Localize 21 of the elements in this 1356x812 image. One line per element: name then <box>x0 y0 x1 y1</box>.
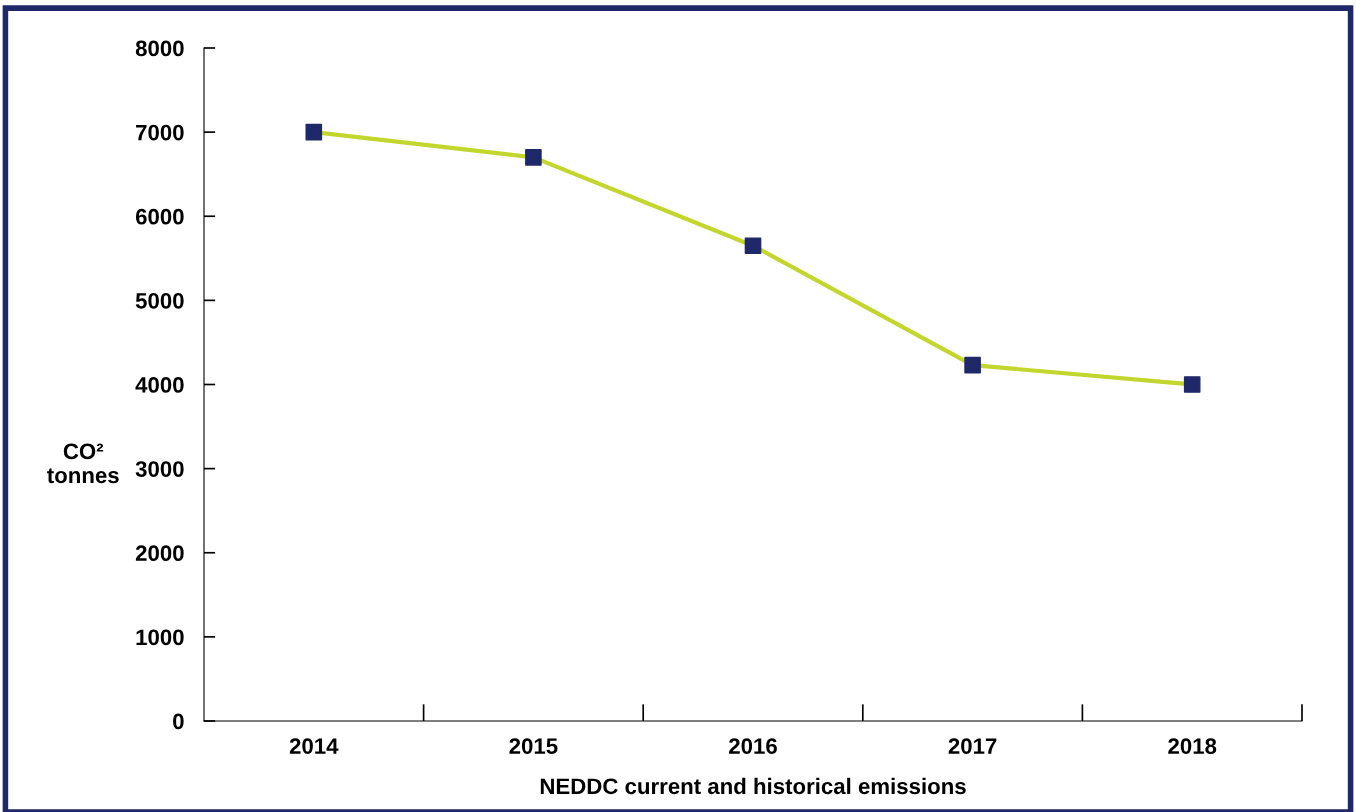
point <box>1183 376 1201 393</box>
x-tick-label: 2016 <box>729 738 777 754</box>
y-tick-label: 0 <box>173 713 184 730</box>
x-axis-title: NEDDC current and historical emissions <box>540 777 966 795</box>
y-tick-label: 2000 <box>135 545 184 562</box>
y-tick-label: 4000 <box>135 377 184 393</box>
y-tick-label: 8000 <box>135 40 184 57</box>
x-tick-label: 2014 <box>289 738 339 754</box>
y-tick-label: 3000 <box>135 461 184 477</box>
x-tick-label: 2018 <box>1168 738 1217 754</box>
y-axis-title: CO² tonnes <box>47 443 119 484</box>
point <box>305 123 323 141</box>
point <box>525 149 542 166</box>
x-tick-label: 2017 <box>948 738 997 754</box>
y-tick-label: 1000 <box>136 629 184 646</box>
point <box>964 356 981 374</box>
y-tick-label: 7000 <box>136 124 184 141</box>
x-tick-label: 2015 <box>509 738 558 754</box>
y-tick-label: 6000 <box>135 208 184 225</box>
y-tick-label: 5000 <box>135 292 184 309</box>
point <box>744 237 762 254</box>
